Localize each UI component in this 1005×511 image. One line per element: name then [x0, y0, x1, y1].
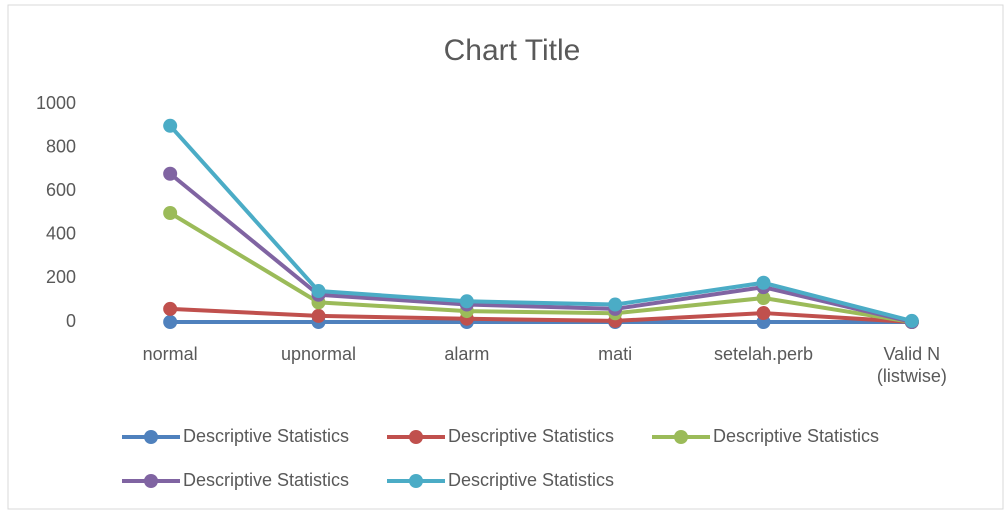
x-tick-label: mati: [598, 344, 633, 364]
legend-label: Descriptive Statistics: [713, 426, 879, 446]
series-line: [169, 211, 913, 324]
legend-marker: [409, 474, 423, 488]
marker: [163, 166, 178, 181]
marker: [311, 308, 326, 323]
x-tick-label: Valid N (listwise): [876, 344, 947, 386]
chart-border: [7, 4, 1004, 510]
legend-marker: [674, 430, 688, 444]
legend-label: Descriptive Statistics: [183, 470, 349, 490]
chart-title: Chart Title: [444, 34, 581, 67]
y-tick-label: 600: [46, 180, 76, 200]
marker: [459, 294, 474, 309]
x-tick-label: normal: [142, 344, 198, 364]
legend-marker: [144, 474, 158, 488]
legend-marker: [144, 430, 158, 444]
y-tick-label: 800: [46, 136, 76, 156]
y-tick-label: 400: [46, 224, 76, 244]
marker: [163, 315, 178, 329]
marker: [756, 275, 771, 290]
marker: [163, 118, 178, 133]
y-tick-label: 0: [66, 311, 76, 331]
series-line: [168, 124, 913, 323]
x-tick-label: upnormal: [280, 344, 357, 364]
series-line: [170, 306, 912, 324]
legend-label: Descriptive Statistics: [448, 426, 614, 446]
y-tick-label: 200: [46, 267, 76, 287]
x-tick-label: setelah.perb: [713, 344, 814, 364]
series-line: [168, 172, 913, 324]
marker: [756, 306, 771, 321]
x-tick-label: alarm: [444, 344, 490, 364]
y-tick-label: 1000: [36, 93, 76, 113]
marker: [311, 284, 326, 299]
legend-marker: [409, 430, 423, 444]
legend-label: Descriptive Statistics: [183, 426, 349, 446]
marker: [904, 313, 919, 328]
marker: [608, 297, 623, 312]
legend-label: Descriptive Statistics: [448, 470, 614, 490]
marker: [756, 291, 771, 306]
marker: [163, 301, 178, 316]
marker: [163, 206, 178, 220]
